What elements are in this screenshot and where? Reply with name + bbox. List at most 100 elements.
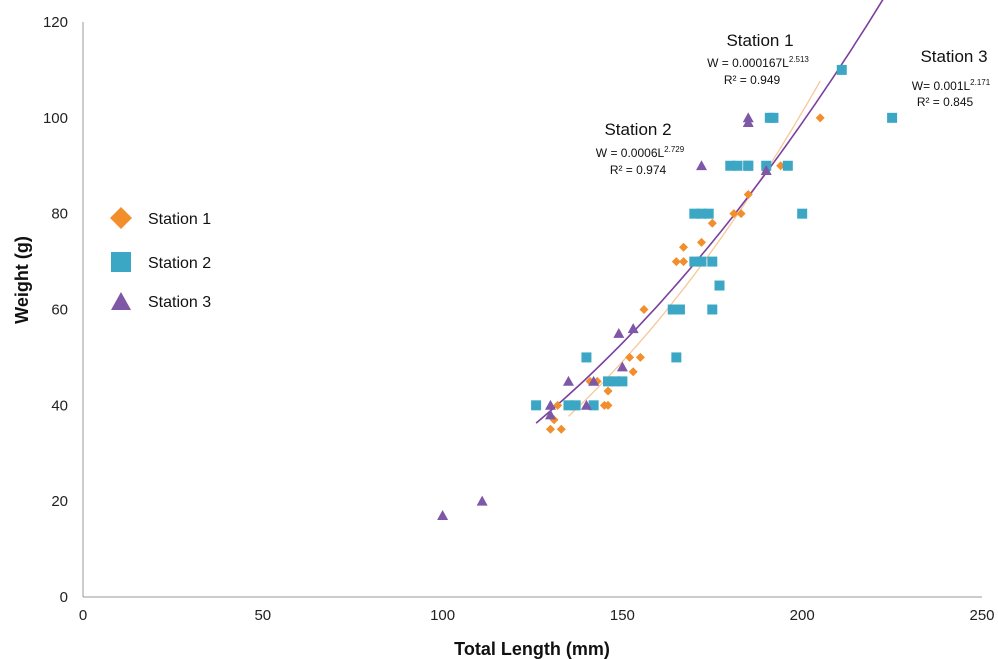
point-station-2-3 bbox=[581, 352, 592, 363]
trend-annotations: Station 1 W = 0.000167L2.513 R² = 0.949 … bbox=[596, 31, 991, 177]
x-tick-label-5: 250 bbox=[969, 607, 994, 624]
y-tick-label-1: 20 bbox=[51, 493, 68, 510]
y-tick-label-2: 40 bbox=[51, 397, 68, 414]
point-station-1-18 bbox=[679, 242, 689, 252]
point-station-3-5 bbox=[580, 399, 592, 410]
annotation-station-3-equation-exponent: 2.171 bbox=[970, 78, 991, 87]
annotation-station-3-equation-base: W= 0.001L bbox=[912, 79, 971, 93]
point-station-3-10 bbox=[696, 160, 708, 171]
x-tick-label-3: 150 bbox=[610, 607, 635, 624]
point-station-1-17 bbox=[671, 257, 681, 267]
x-tick-label-4: 200 bbox=[790, 607, 815, 624]
y-tick-label-0: 0 bbox=[60, 589, 68, 606]
point-station-1-22 bbox=[729, 209, 739, 219]
x-tick-label-0: 0 bbox=[79, 607, 87, 624]
point-station-1-10 bbox=[603, 386, 613, 396]
annotation-station-2-equation: W = 0.0006L2.729 bbox=[596, 145, 685, 160]
legend-item-station-1: Station 1 bbox=[110, 207, 211, 229]
point-station-1-20 bbox=[697, 237, 707, 247]
data-points bbox=[437, 64, 898, 520]
point-station-1-9 bbox=[603, 400, 613, 410]
annotation-station-3: Station 3 W= 0.001L2.171 R² = 0.845 bbox=[912, 47, 991, 109]
trendline-station-1 bbox=[568, 80, 821, 417]
point-station-2-4 bbox=[588, 400, 599, 411]
point-station-3-8 bbox=[616, 361, 628, 372]
annotation-station-2-title: Station 2 bbox=[604, 120, 671, 139]
point-station-3-6 bbox=[588, 375, 600, 386]
legend-label-station-2: Station 2 bbox=[148, 255, 211, 272]
legend-label-station-3: Station 3 bbox=[148, 294, 211, 311]
annotation-station-3-title: Station 3 bbox=[920, 47, 987, 66]
point-station-1-14 bbox=[628, 367, 638, 377]
point-station-3-0 bbox=[437, 510, 449, 520]
point-station-2-26 bbox=[782, 160, 793, 171]
point-station-3-9 bbox=[627, 323, 639, 334]
annotation-station-3-r2: R² = 0.845 bbox=[917, 95, 974, 109]
annotation-station-1-equation-exponent: 2.513 bbox=[789, 55, 810, 64]
y-tick-label-3: 60 bbox=[51, 302, 68, 319]
annotation-station-3-equation: W= 0.001L2.171 bbox=[912, 78, 991, 93]
point-station-3-1 bbox=[476, 495, 488, 506]
point-station-3-4 bbox=[562, 375, 574, 386]
annotation-station-2-equation-base: W = 0.0006L bbox=[596, 146, 665, 160]
point-station-2-29 bbox=[887, 112, 898, 123]
point-station-2-18 bbox=[714, 280, 725, 291]
point-station-2-20 bbox=[732, 160, 743, 171]
point-station-2-15 bbox=[703, 208, 714, 219]
y-tick-labels: 0 20 40 60 80 100 120 bbox=[43, 14, 68, 606]
point-station-1-13 bbox=[625, 352, 635, 362]
legend-marker-triangle bbox=[111, 292, 131, 310]
point-station-1-0 bbox=[545, 424, 555, 434]
point-station-2-10 bbox=[674, 304, 685, 315]
legend: Station 1 Station 2 Station 3 bbox=[110, 207, 211, 311]
legend-item-station-3: Station 3 bbox=[111, 292, 211, 311]
point-station-2-2 bbox=[570, 400, 581, 411]
point-station-1-15 bbox=[635, 352, 645, 362]
point-station-2-16 bbox=[707, 256, 718, 267]
y-tick-label-6: 120 bbox=[43, 14, 68, 31]
x-axis-title: Total Length (mm) bbox=[454, 639, 610, 659]
x-tick-label-2: 100 bbox=[430, 607, 455, 624]
point-station-2-0 bbox=[531, 400, 542, 411]
annotation-station-1: Station 1 W = 0.000167L2.513 R² = 0.949 bbox=[707, 31, 809, 87]
point-station-1-27 bbox=[815, 113, 825, 123]
point-station-3-7 bbox=[613, 327, 625, 338]
point-station-2-9 bbox=[671, 352, 682, 363]
legend-marker-diamond bbox=[110, 207, 132, 229]
point-station-3-12 bbox=[742, 117, 754, 128]
point-station-2-27 bbox=[797, 208, 808, 219]
annotation-station-2-equation-exponent: 2.729 bbox=[664, 145, 685, 154]
annotation-station-2: Station 2 W = 0.0006L2.729 R² = 0.974 bbox=[596, 120, 685, 177]
point-station-3-13 bbox=[760, 165, 772, 175]
point-station-1-23 bbox=[736, 209, 746, 219]
point-station-1-2 bbox=[553, 400, 563, 410]
point-station-1-3 bbox=[556, 424, 566, 434]
legend-marker-square bbox=[111, 252, 131, 272]
annotation-station-1-r2: R² = 0.949 bbox=[724, 73, 781, 87]
point-station-2-7 bbox=[617, 376, 628, 387]
point-station-3-3 bbox=[544, 409, 556, 420]
point-station-1-21 bbox=[707, 218, 717, 228]
point-station-1-24 bbox=[743, 190, 753, 199]
annotation-station-1-equation: W = 0.000167L2.513 bbox=[707, 55, 809, 70]
annotation-station-2-r2: R² = 0.974 bbox=[610, 163, 667, 177]
point-station-2-14 bbox=[696, 256, 707, 267]
point-station-2-25 bbox=[768, 112, 779, 123]
annotation-station-1-equation-base: W = 0.000167L bbox=[707, 56, 789, 70]
axes bbox=[82, 22, 982, 598]
point-station-2-28 bbox=[836, 64, 847, 75]
point-station-2-17 bbox=[707, 304, 718, 315]
y-tick-label-4: 80 bbox=[51, 206, 68, 223]
legend-label-station-1: Station 1 bbox=[148, 211, 211, 228]
y-tick-label-5: 100 bbox=[43, 110, 68, 127]
point-station-1-19 bbox=[679, 257, 689, 267]
trendlines bbox=[535, 0, 884, 424]
legend-item-station-2: Station 2 bbox=[111, 252, 211, 272]
x-tick-labels: 0 50 100 150 200 250 bbox=[79, 607, 995, 624]
point-station-1-16 bbox=[639, 305, 649, 314]
x-tick-label-1: 50 bbox=[254, 607, 271, 624]
y-axis-title: Weight (g) bbox=[12, 236, 32, 324]
trendline-station-3 bbox=[535, 0, 884, 424]
annotation-station-1-title: Station 1 bbox=[726, 31, 793, 50]
